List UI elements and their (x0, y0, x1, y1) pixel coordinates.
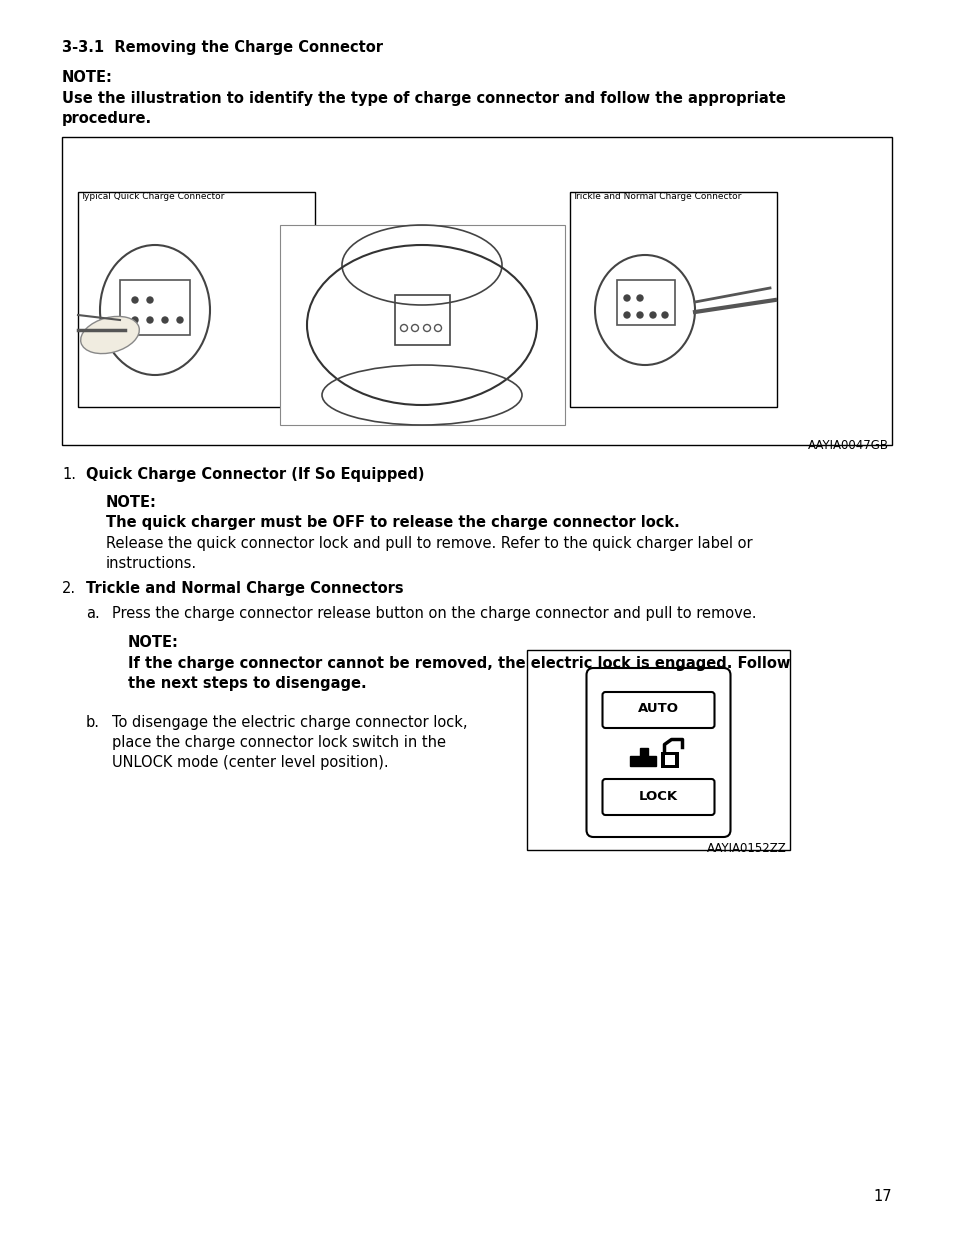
Bar (569, 191, 776, 408)
Ellipse shape (81, 316, 139, 353)
Text: Trickle and Normal Charge Connectors: Trickle and Normal Charge Connectors (86, 580, 403, 597)
Text: AUTO: AUTO (638, 703, 679, 715)
Circle shape (177, 317, 183, 324)
Text: AAYIA0152ZZ: AAYIA0152ZZ (706, 842, 786, 855)
Text: NOTE:: NOTE: (128, 635, 179, 650)
Text: the next steps to disengage.: the next steps to disengage. (128, 676, 366, 692)
Text: Quick Charge Connector (If So Equipped): Quick Charge Connector (If So Equipped) (86, 467, 424, 482)
Bar (660, 752, 679, 767)
Circle shape (132, 317, 138, 324)
FancyBboxPatch shape (586, 668, 730, 837)
Circle shape (162, 317, 168, 324)
Bar (395, 295, 450, 345)
Text: Press the charge connector release button on the charge connector and pull to re: Press the charge connector release butto… (112, 606, 756, 621)
Text: 3-3.1  Removing the Charge Connector: 3-3.1 Removing the Charge Connector (62, 40, 382, 56)
Text: AAYIA0047GB: AAYIA0047GB (807, 438, 888, 452)
Text: b.: b. (86, 715, 100, 730)
Text: procedure.: procedure. (62, 111, 152, 126)
Bar (526, 650, 789, 850)
Circle shape (147, 317, 152, 324)
Text: The quick charger must be OFF to release the charge connector lock.: The quick charger must be OFF to release… (106, 515, 679, 530)
Text: 1.: 1. (62, 467, 76, 482)
Circle shape (649, 312, 656, 317)
Circle shape (637, 295, 642, 301)
Text: Use the illustration to identify the type of charge connector and follow the app: Use the illustration to identify the typ… (62, 91, 785, 106)
FancyBboxPatch shape (602, 692, 714, 727)
FancyBboxPatch shape (602, 779, 714, 815)
Circle shape (637, 312, 642, 317)
Text: NOTE:: NOTE: (62, 70, 112, 85)
Text: place the charge connector lock switch in the: place the charge connector lock switch i… (112, 735, 446, 750)
Circle shape (623, 312, 629, 317)
Circle shape (623, 295, 629, 301)
Text: UNLOCK mode (center level position).: UNLOCK mode (center level position). (112, 755, 388, 769)
Text: LOCK: LOCK (639, 789, 678, 803)
Bar (665, 755, 675, 764)
Text: If the charge connector cannot be removed, the electric lock is engaged. Follow: If the charge connector cannot be remove… (128, 656, 789, 671)
Bar (78, 191, 314, 408)
Text: NOTE:: NOTE: (106, 495, 156, 510)
Text: Typical Quick Charge Connector: Typical Quick Charge Connector (80, 191, 224, 201)
Text: 17: 17 (872, 1189, 891, 1204)
Text: instructions.: instructions. (106, 556, 197, 571)
Circle shape (132, 296, 138, 303)
Circle shape (147, 296, 152, 303)
Text: 2.: 2. (62, 580, 76, 597)
Circle shape (661, 312, 667, 317)
Text: Release the quick connector lock and pull to remove. Refer to the quick charger : Release the quick connector lock and pul… (106, 536, 752, 551)
Bar (62, 137, 891, 445)
Bar (280, 225, 564, 425)
Text: To disengage the electric charge connector lock,: To disengage the electric charge connect… (112, 715, 467, 730)
Bar (617, 280, 675, 325)
Bar (120, 280, 190, 335)
Text: a.: a. (86, 606, 100, 621)
Text: Trickle and Normal Charge Connector: Trickle and Normal Charge Connector (572, 191, 740, 201)
Polygon shape (630, 747, 656, 766)
